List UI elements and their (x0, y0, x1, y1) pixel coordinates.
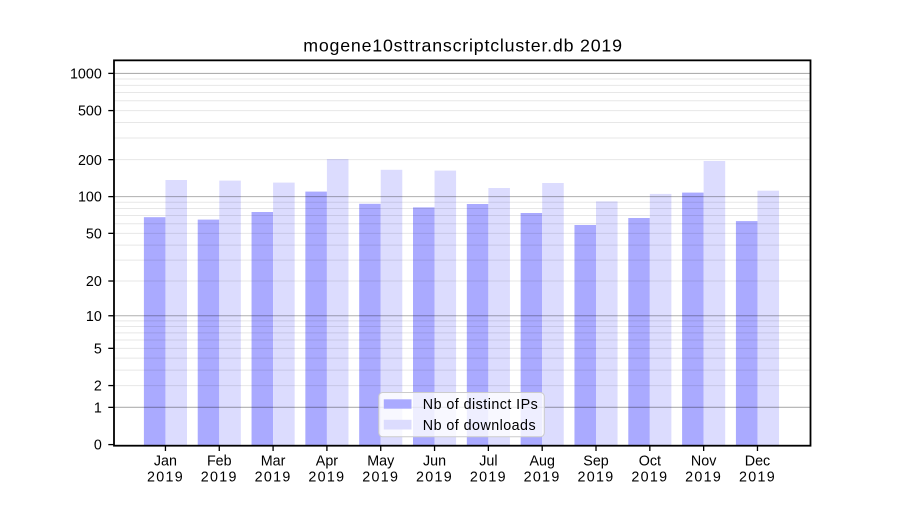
svg-text:5: 5 (94, 341, 102, 357)
svg-text:Mar: Mar (261, 454, 286, 470)
svg-text:0: 0 (94, 438, 102, 454)
svg-text:2019: 2019 (631, 470, 668, 486)
svg-text:2019: 2019 (739, 470, 776, 486)
svg-text:100: 100 (78, 190, 102, 206)
svg-text:Feb: Feb (207, 454, 232, 470)
svg-text:Dec: Dec (745, 454, 770, 470)
svg-text:Oct: Oct (639, 454, 661, 470)
svg-text:Jun: Jun (423, 454, 446, 470)
svg-text:Nb of downloads: Nb of downloads (423, 418, 536, 434)
svg-text:2019: 2019 (362, 470, 399, 486)
svg-text:Sep: Sep (583, 454, 608, 470)
svg-text:2019: 2019 (470, 470, 507, 486)
svg-text:mogene10sttranscriptcluster.db: mogene10sttranscriptcluster.db 2019 (303, 35, 623, 55)
svg-text:2019: 2019 (201, 470, 238, 486)
svg-text:500: 500 (78, 104, 102, 120)
svg-text:2019: 2019 (524, 470, 561, 486)
svg-text:50: 50 (86, 226, 102, 242)
svg-text:2019: 2019 (308, 470, 345, 486)
svg-text:2019: 2019 (578, 470, 615, 486)
svg-text:2: 2 (94, 379, 102, 395)
svg-text:2019: 2019 (685, 470, 722, 486)
svg-text:Nb of distinct IPs: Nb of distinct IPs (423, 397, 538, 413)
svg-text:Jan: Jan (154, 454, 177, 470)
svg-text:2019: 2019 (147, 470, 184, 486)
svg-text:20: 20 (86, 274, 102, 290)
svg-text:10: 10 (86, 309, 102, 325)
svg-text:1: 1 (94, 400, 102, 416)
svg-text:Apr: Apr (316, 454, 338, 470)
svg-text:1000: 1000 (70, 66, 102, 82)
svg-text:2019: 2019 (255, 470, 292, 486)
svg-text:200: 200 (78, 153, 102, 169)
svg-text:Jul: Jul (479, 454, 497, 470)
svg-text:Aug: Aug (529, 454, 554, 470)
svg-text:Nov: Nov (691, 454, 717, 470)
svg-text:May: May (367, 454, 395, 470)
svg-text:2019: 2019 (416, 470, 453, 486)
